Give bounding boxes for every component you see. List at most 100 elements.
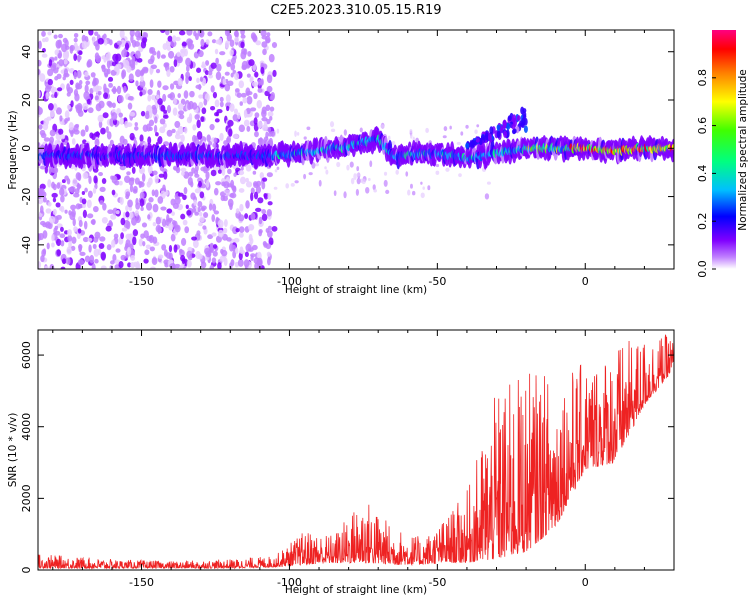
spectrogram-noise-speck xyxy=(81,34,87,43)
spectrogram-noise-speck xyxy=(261,41,268,48)
spectrogram-noise-speck xyxy=(199,191,205,199)
spectrogram-noise-speck xyxy=(205,171,210,180)
spectrogram-noise-speck xyxy=(422,186,425,190)
spectrogram-noise-speck xyxy=(135,197,139,206)
spectrogram-noise-speck xyxy=(38,188,45,197)
spectrogram-noise-speck xyxy=(235,247,239,254)
spectrogram-noise-speck xyxy=(260,30,267,37)
spectrogram-noise-speck xyxy=(90,219,96,225)
spectrogram-noise-speck xyxy=(185,204,189,210)
spectrogram-noise-speck xyxy=(119,30,125,39)
spectrogram-noise-speck xyxy=(224,30,231,37)
spectrogram-noise-speck xyxy=(193,199,198,206)
spectrogram-noise-speck xyxy=(270,91,276,101)
spectrogram-noise-speck xyxy=(145,244,151,249)
spectrogram-noise-speck xyxy=(186,64,190,73)
spectrogram-noise-speck xyxy=(141,222,148,228)
spectrogram-noise-speck xyxy=(243,109,248,119)
spectrogram-noise-speck xyxy=(162,85,169,91)
spectrogram-noise-speck xyxy=(212,244,218,249)
spectrogram-noise-speck xyxy=(245,164,252,172)
spectrogram-noise-speck xyxy=(111,239,116,248)
spectrogram-noise-speck xyxy=(195,84,202,90)
spectrogram-noise-speck xyxy=(169,263,176,269)
spectrogram-noise-speck xyxy=(186,250,192,259)
spectrogram-noise-speck xyxy=(59,233,66,239)
snr-x-tick-label: -50 xyxy=(428,576,446,589)
spectrogram-noise-speck xyxy=(183,187,188,195)
spectrogram-noise-speck xyxy=(267,131,273,137)
spectrogram-noise-speck xyxy=(198,50,204,58)
spectrogram-noise-speck xyxy=(173,244,178,253)
spectrogram-noise-speck xyxy=(187,40,193,47)
spectrogram-noise-speck xyxy=(48,59,53,67)
spectrogram-noise-speck xyxy=(208,74,214,79)
spectrogram-noise-speck xyxy=(265,228,270,233)
spectrogram-noise-speck xyxy=(50,166,58,173)
spectrogram-noise-speck xyxy=(38,90,41,98)
spectrogram-noise-speck xyxy=(72,178,78,187)
spectrogram-noise-speck xyxy=(253,191,259,200)
spectrogram-noise-speck xyxy=(52,208,57,216)
spectrogram-noise-speck xyxy=(127,95,134,101)
snr-x-axis-label: Height of straight line (km) xyxy=(285,584,427,596)
spectrogram-noise-speck xyxy=(204,70,209,76)
spectrogram-noise-speck xyxy=(83,91,90,100)
spectrogram-noise-speck xyxy=(442,135,447,139)
spectrogram-noise-speck xyxy=(356,177,361,185)
spectrogram-noise-speck xyxy=(60,205,65,213)
spectrogram-noise-speck xyxy=(253,182,259,189)
spectrogram-noise-speck xyxy=(248,233,253,242)
spectrogram-noise-speck xyxy=(131,216,137,226)
spectrogram-noise-speck xyxy=(38,199,43,205)
spectrogram-noise-speck xyxy=(39,205,44,214)
spectrogram-noise-speck xyxy=(333,190,337,197)
spectrogram-noise-speck xyxy=(169,83,175,90)
spectrogram-noise-speck xyxy=(214,99,220,108)
spectrogram-noise-speck xyxy=(139,168,144,173)
spectrogram-noise-speck xyxy=(255,40,262,46)
spectrogram-noise-speck xyxy=(139,198,145,207)
spectrogram-noise-speck xyxy=(97,90,102,96)
spectrogram-noise-speck xyxy=(221,167,226,176)
spectrogram-noise-speck xyxy=(220,248,224,254)
spectrogram-noise-speck xyxy=(260,66,265,75)
snr-plot-area xyxy=(38,330,674,570)
spectrogram-noise-speck xyxy=(139,91,143,97)
spectrogram-noise-speck xyxy=(217,229,224,238)
spectrogram-noise-speck xyxy=(232,185,237,192)
spectrogram-noise-speck xyxy=(47,179,52,188)
spectrogram-noise-speck xyxy=(138,238,144,247)
spectrogram-frame xyxy=(37,29,675,270)
spectrogram-noise-speck xyxy=(251,81,258,87)
spectrogram-noise-speck xyxy=(226,237,232,242)
spectrogram-y-tick-label: 40 xyxy=(20,45,33,59)
spectrogram-noise-speck xyxy=(254,112,260,119)
spectrogram-noise-speck xyxy=(208,203,213,211)
spectrogram-noise-speck xyxy=(166,105,172,114)
spectrogram-noise-speck xyxy=(267,193,272,200)
spectrogram-noise-speck xyxy=(157,80,162,88)
spectrogram-noise-speck xyxy=(54,230,61,236)
spectrogram-y-tick-label: -40 xyxy=(20,236,33,254)
spectrogram-noise-speck xyxy=(105,126,109,134)
spectrogram-noise-speck xyxy=(161,244,167,251)
spectrogram-noise-speck xyxy=(150,266,156,269)
spectrogram-noise-speck xyxy=(156,94,160,100)
spectrogram-noise-speck xyxy=(169,66,175,73)
spectrogram-noise-speck xyxy=(168,244,173,253)
spectrogram-noise-speck xyxy=(383,171,388,176)
spectrogram-noise-speck xyxy=(45,92,49,100)
snr-y-axis-label: SNR (10 * v/v) xyxy=(7,413,19,488)
spectrogram-noise-speck xyxy=(257,121,263,129)
spectrogram-noise-speck xyxy=(239,246,244,254)
snr-frame xyxy=(37,329,675,571)
spectrogram-noise-speck xyxy=(55,39,62,49)
spectrogram-noise-speck xyxy=(76,102,83,112)
spectrogram-noise-speck xyxy=(212,250,218,257)
colorbar-ticks: 0.0 0.2 0.4 0.6 0.8 xyxy=(696,69,716,278)
spectrogram-noise-speck xyxy=(237,170,245,176)
spectrogram-noise-speck xyxy=(129,184,134,193)
spectrogram-noise-speck xyxy=(179,114,185,120)
